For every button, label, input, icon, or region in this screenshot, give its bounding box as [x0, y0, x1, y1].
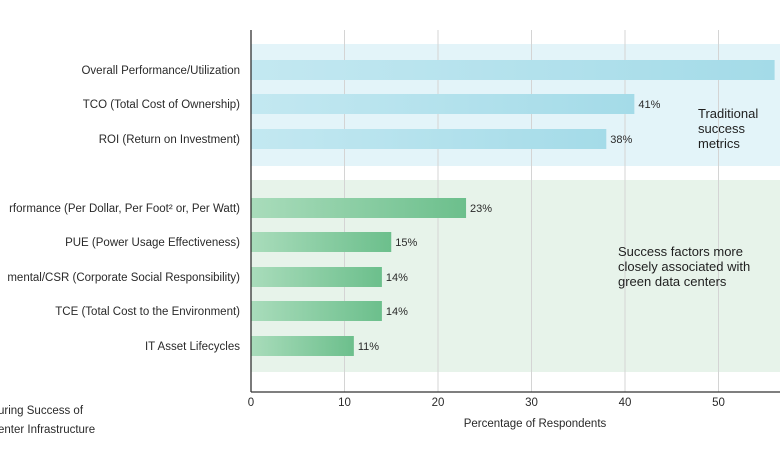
category-label-5: PUE (Power Usage Effectiveness) — [65, 237, 240, 249]
category-label-6: mental/CSR (Corporate Social Responsibil… — [7, 272, 240, 284]
x-axis: 0 10 20 30 40 50 Percentage of Respondents — [248, 30, 780, 430]
bar-7 — [251, 301, 382, 321]
category-label-1: Overall Performance/Utilization — [81, 65, 240, 77]
value-label-2: 41% — [638, 99, 660, 111]
category-label-8: IT Asset Lifecycles — [145, 341, 240, 353]
bar-3 — [251, 129, 607, 149]
category-label-2: TCO (Total Cost of Ownership) — [83, 99, 240, 111]
group-annotation-line: Success factors more — [618, 244, 743, 259]
x-axis-title: Percentage of Respondents — [464, 418, 607, 430]
group-annotations: Traditional success metrics Success factors… — [618, 106, 758, 289]
category-label-4: rformance (Per Dollar, Per Foot² or, Per… — [9, 203, 240, 215]
value-label-7: 14% — [386, 306, 408, 318]
caption-line-1: uring Success of — [0, 405, 84, 417]
bar-5 — [251, 232, 392, 252]
category-labels: Overall Performance/Utilization TCO (Tota… — [7, 65, 240, 353]
group-annotation-2: Success factors more closely associated w… — [618, 244, 750, 289]
value-label-5: 15% — [395, 237, 417, 249]
category-label-7: TCE (Total Cost to the Environment) — [55, 306, 240, 318]
value-label-3: 38% — [610, 134, 632, 146]
tick-label-0: 0 — [248, 397, 254, 409]
group-annotation-line: green data centers — [618, 274, 727, 289]
bar-4 — [251, 198, 467, 218]
category-label-3: ROI (Return on Investment) — [99, 134, 240, 146]
group-annotation-line: closely associated with — [618, 259, 750, 274]
value-label-8: 11% — [358, 341, 379, 353]
bar-8 — [251, 336, 354, 356]
bar-6 — [251, 267, 382, 287]
bar-1 — [251, 60, 775, 80]
group-annotation-1: Traditional success metrics — [698, 106, 758, 151]
tick-label-30: 30 — [525, 397, 538, 409]
tick-label-20: 20 — [432, 397, 445, 409]
value-label-4: 23% — [470, 203, 492, 215]
group-annotation-line: metrics — [698, 136, 740, 151]
group-annotation-line: Traditional — [698, 106, 758, 121]
tick-label-10: 10 — [338, 397, 351, 409]
value-label-6: 14% — [386, 272, 408, 284]
bars — [251, 60, 775, 356]
caption-line-2: enter Infrastructure — [0, 424, 95, 436]
tick-label-50: 50 — [712, 397, 725, 409]
group-annotation-line: success — [698, 121, 745, 136]
value-labels: 41% 38% 23% 15% 14% 14% 11% — [358, 99, 661, 353]
figure-caption: uring Success of enter Infrastructure — [0, 405, 95, 436]
tick-label-40: 40 — [619, 397, 632, 409]
bar-2 — [251, 94, 635, 114]
